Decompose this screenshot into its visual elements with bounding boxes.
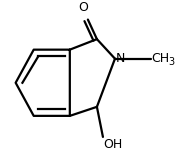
Text: CH: CH: [151, 52, 169, 65]
Text: O: O: [78, 1, 88, 14]
Text: OH: OH: [103, 138, 122, 151]
Text: N: N: [116, 52, 125, 65]
Text: 3: 3: [168, 57, 174, 67]
